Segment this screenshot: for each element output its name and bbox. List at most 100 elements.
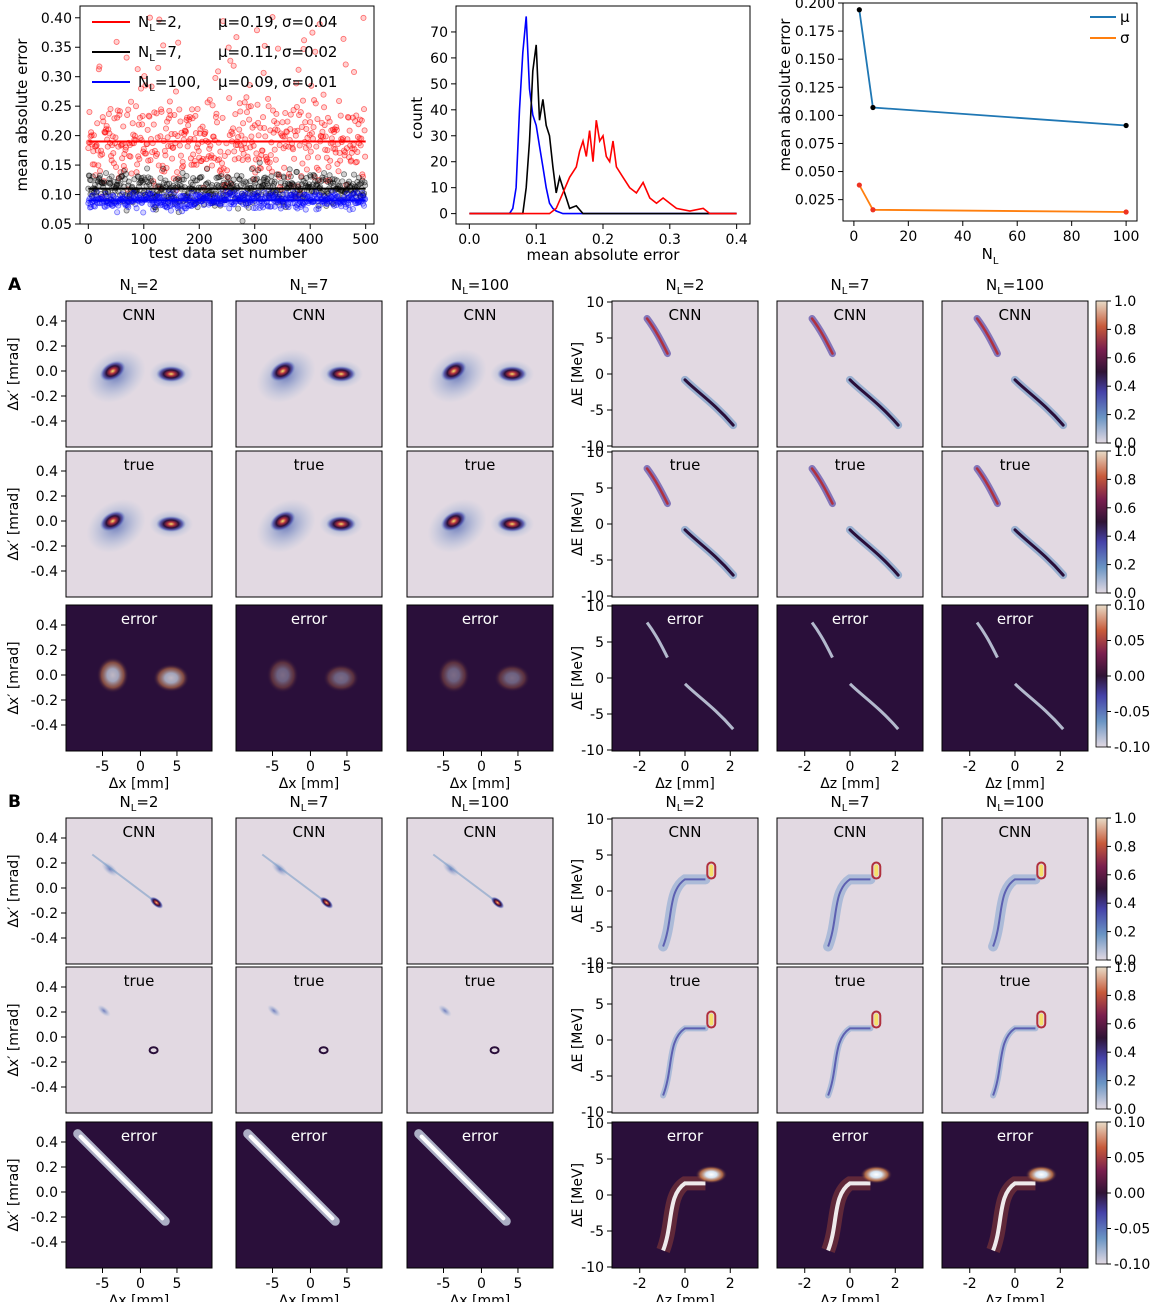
scatter-point [96,167,103,174]
y-tick-label: 0.075 [795,136,835,152]
legend-label-nl7: NL=7, [138,43,182,64]
colorbar-tick-label: 0.4 [1114,1045,1136,1061]
x-axis-label: Δx [mm] [450,1293,511,1302]
x-tick-label: 2 [891,759,900,775]
scatter-point [237,108,244,115]
x-tick-label: 2 [726,1276,735,1292]
y-axis-label: ΔE [MeV] [570,1163,586,1227]
panel-title: true [294,972,325,990]
scatter-point [277,179,284,186]
scatter-point [107,105,114,112]
colorbar [1095,604,1108,748]
scatter-point [253,150,260,157]
x-tick-label: 300 [241,232,268,248]
phase-panel: error [406,604,554,752]
scatter-point [99,151,106,158]
x-axis-label: Δx [mm] [279,776,340,792]
scatter-point [327,157,334,164]
x-tick-label: 40 [954,229,972,245]
scatter-point [304,154,311,161]
panel-title: true [670,972,701,990]
phase-panel: true [941,966,1089,1114]
y-tick-label: -10 [581,1260,604,1276]
panel-title: true [835,456,866,474]
y-tick-label: 20 [430,155,448,171]
y-tick-label: 10 [586,961,604,977]
y-axis-label: Δx′ [mrad] [6,854,22,927]
scatter-point [185,122,192,129]
scatter-point [128,170,135,177]
scatter-point [261,42,268,49]
y-tick-label: 0.0 [36,1185,58,1201]
x-tick-label: 100 [130,232,157,248]
y-tick-label: 0.4 [36,980,58,996]
beam-core [326,366,357,382]
scatter-point [93,188,100,195]
legend-sigma-nl2: σ=0.04 [282,13,337,31]
scatter-point [219,160,226,167]
nl-point [856,182,862,188]
phase-space-panels: NL=2 NL=7 NL=100 NL=2 NL=7 NL=100 CNN CNN CNN CNN… [6,276,1150,1302]
y-tick-label: -0.4 [31,1080,58,1096]
error-region [323,664,360,692]
y-axis-label: ΔE [MeV] [570,859,586,923]
x-tick-label: 0 [681,1276,690,1292]
scatter-point [217,148,224,155]
scatter-point [286,166,293,173]
panel-title: CNN [464,306,497,324]
colorbar-tick-label: 0.2 [1114,925,1136,941]
scatter-point [161,147,168,154]
scatter-point [153,110,160,117]
scatter-point [324,147,331,154]
scatter-point [293,80,300,87]
scatter-point [184,143,191,150]
y-tick-label: -0.2 [31,389,58,405]
y-tick-label: 0.25 [41,99,72,115]
phase-panel: error [776,1121,924,1269]
x-tick-label: -5 [437,759,451,775]
scatter-point [273,110,280,117]
scatter-point [236,176,243,183]
scatter-point [293,168,300,175]
scatter-point [265,95,272,102]
scatter-point [275,171,282,178]
scatter-point [305,112,312,119]
y-tick-label: 0.30 [41,70,72,86]
scatter-chart: 0 100 200 300 400 500 0.05 0.10 0.15 0.20 0.25 0.30… [13,5,379,262]
scatter-point [353,158,360,165]
scatter-point [86,108,93,115]
y-tick-label: 0 [595,367,604,383]
scatter-point [209,102,216,109]
legend-mu-nl7: μ=0.11, [218,43,278,61]
scatter-point [176,142,183,149]
error-region [860,1165,893,1184]
scatter-point [214,119,221,126]
panel-title: CNN [669,823,702,841]
panel-title: error [997,1127,1034,1145]
scatter-point [337,112,344,119]
scatter-point [157,133,164,140]
scatter-point [241,99,248,106]
scatter-point [216,156,223,163]
scatter-point [165,115,172,122]
scatter-point [233,34,240,41]
scatter-point [89,173,96,180]
scatter-point [198,173,205,180]
phase-panel: true [611,450,759,598]
x-tick-label: 5 [172,1276,181,1292]
scatter-point [325,163,332,170]
scatter-point [95,162,102,169]
y-tick-label: 60 [430,51,448,67]
scatter-point [301,37,308,44]
section-label-b: B [8,792,21,812]
scatter-point [141,73,148,80]
panel-title: error [121,610,158,628]
scatter-point [225,44,232,51]
scatter-y-label: mean absolute error [13,38,31,192]
column-label: NL=7 [831,793,870,814]
x-tick-label: 400 [297,232,324,248]
panel-title: CNN [669,306,702,324]
y-tick-label: 5 [595,481,604,497]
scatter-point [134,66,141,73]
